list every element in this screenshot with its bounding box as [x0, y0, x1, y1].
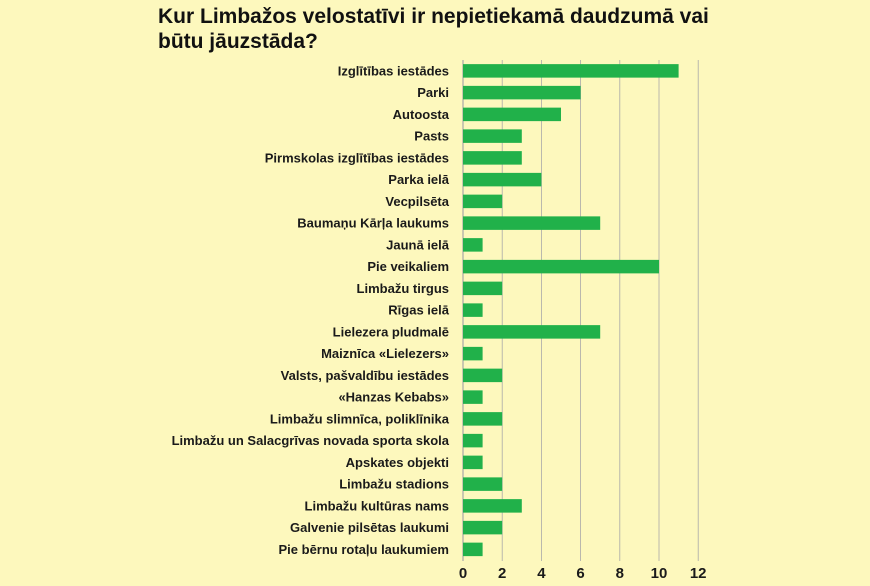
x-tick-label: 2	[498, 565, 506, 582]
category-label: Izglītības iestādes	[338, 63, 449, 78]
category-label: Maiznīca «Lielezers»	[321, 346, 449, 361]
bar	[463, 151, 522, 165]
bar	[463, 129, 522, 143]
bar	[463, 455, 483, 470]
bar	[463, 85, 581, 100]
bar	[463, 281, 503, 296]
x-tick-label: 0	[459, 565, 467, 582]
category-label: Galvenie pilsētas laukumi	[290, 520, 449, 535]
category-label: Jaunā ielā	[386, 237, 450, 252]
bar	[463, 499, 522, 513]
category-label: Vecpilsēta	[385, 194, 449, 209]
x-tick-label: 4	[537, 565, 546, 582]
category-label: Limbažu stadions	[339, 477, 449, 492]
bar	[463, 346, 483, 361]
bar	[463, 412, 503, 426]
category-label: Limbažu tirgus	[357, 281, 449, 296]
bar	[463, 107, 561, 122]
category-label: Limbažu slimnīca, poliklīnika	[270, 411, 450, 426]
category-label: Lielezera pludmalē	[333, 324, 449, 339]
bar	[463, 216, 601, 230]
bar	[463, 194, 503, 209]
bar	[463, 259, 659, 274]
bar	[463, 303, 483, 317]
bar	[463, 325, 601, 339]
category-label: Pirmskolas izglītības iestādes	[265, 150, 449, 165]
bar	[463, 477, 503, 491]
bar	[463, 368, 503, 383]
category-label: Baumaņu Kārļa laukums	[297, 216, 449, 231]
category-label: Apskates objekti	[346, 455, 449, 470]
chart-title: Kur Limbažos velostatīvi ir nepietiekamā…	[158, 5, 709, 53]
bar	[463, 64, 679, 78]
category-label: Pasts	[414, 129, 449, 144]
bar	[463, 238, 483, 252]
x-tick-label: 6	[576, 565, 584, 582]
category-label: Autoosta	[393, 107, 450, 122]
bar	[463, 172, 542, 187]
bar	[463, 433, 483, 448]
bar	[463, 390, 483, 404]
bar	[463, 542, 483, 557]
category-label: Limbažu kultūras nams	[305, 498, 449, 513]
x-tick-label: 10	[651, 565, 668, 582]
category-label: Parki	[417, 85, 449, 100]
category-label: Rīgas ielā	[388, 303, 449, 318]
category-label: Valsts, pašvaldību iestādes	[281, 368, 449, 383]
x-tick-label: 12	[690, 565, 707, 582]
category-label: Parka ielā	[388, 172, 449, 187]
bar	[463, 520, 503, 535]
category-label: Limbažu un Salacgrīvas novada sporta sko…	[172, 433, 450, 448]
category-label: Pie bērnu rotaļu laukumiem	[279, 542, 450, 557]
category-label: «Hanzas Kebabs»	[338, 390, 449, 405]
x-tick-label: 8	[616, 565, 624, 582]
category-label: Pie veikaliem	[367, 259, 449, 274]
